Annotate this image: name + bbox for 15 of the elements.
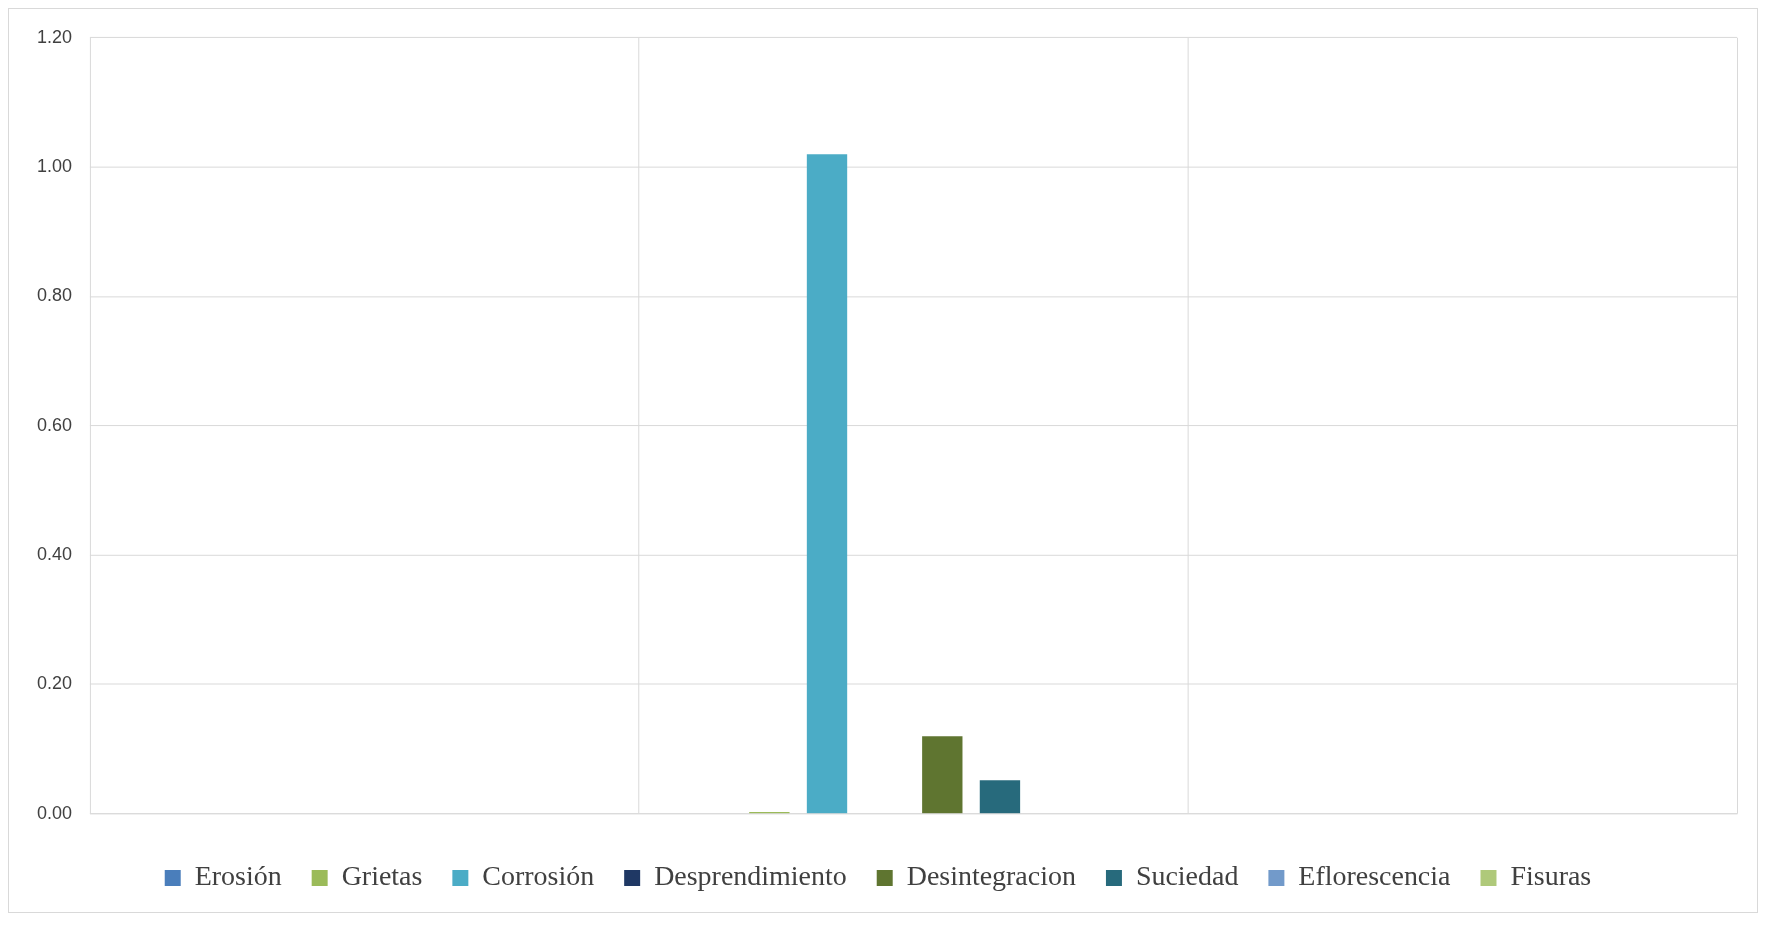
y-tick-label: 0.80: [36, 285, 72, 306]
legend-label: Fisuras: [1510, 860, 1592, 892]
y-tick-label: 1.20: [36, 26, 72, 47]
y-tick-label: 0.40: [36, 544, 72, 565]
y-tick-label: 0.60: [36, 414, 72, 435]
legend-label: Desintegracion: [906, 860, 1076, 892]
y-tick-label: 0.20: [36, 673, 72, 694]
legend-label: Corrosión: [482, 860, 595, 892]
legend-label: Erosión: [194, 860, 282, 892]
legend-label: Grietas: [341, 860, 423, 892]
legend-label: Desprendimiento: [654, 860, 847, 892]
y-tick-label: 0.00: [36, 802, 72, 823]
legend-label: Eflorescencia: [1298, 860, 1452, 892]
y-tick-label: 1.00: [36, 156, 72, 177]
legend-label: Suciedad: [1135, 860, 1239, 892]
